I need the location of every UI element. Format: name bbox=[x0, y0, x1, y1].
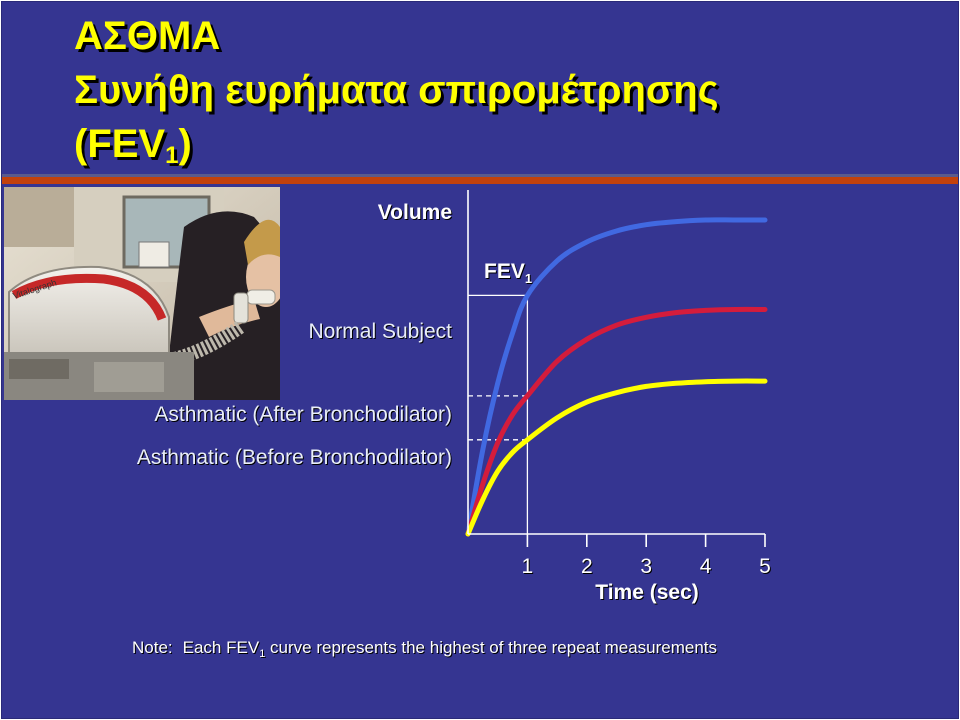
series-line-0 bbox=[465, 217, 768, 537]
x-tick-label-5: 5 bbox=[759, 555, 771, 578]
footnote-text-before: Each FEV bbox=[182, 638, 260, 657]
title-fev-suffix: ) bbox=[178, 122, 192, 166]
footnote-prefix: Note: bbox=[132, 638, 173, 657]
fev1-annotation-main: FEV bbox=[484, 260, 525, 283]
series-label-normal: Normal Subject bbox=[308, 320, 452, 343]
title-fev-prefix: (FEV bbox=[74, 122, 166, 166]
slide-subtitle: Συνήθη ευρήματα σπιρομέτρησης bbox=[74, 68, 719, 112]
x-tick-label-4: 4 bbox=[699, 555, 712, 578]
series-line-2 bbox=[465, 378, 768, 537]
fev1-annotation: FEV1 bbox=[484, 260, 532, 286]
title-separator bbox=[2, 174, 958, 184]
footnote-sub: 1 bbox=[259, 648, 266, 660]
title-fev-sub: 1 bbox=[165, 142, 179, 169]
fev1-annotation-sub: 1 bbox=[524, 271, 533, 286]
x-tick-label-2: 2 bbox=[580, 555, 593, 578]
x-tick-label-1: 1 bbox=[521, 555, 534, 578]
series-label-after: Asthmatic (After Bronchodilator) bbox=[154, 403, 452, 426]
series-line-1 bbox=[465, 306, 768, 537]
y-axis-title: Volume bbox=[377, 201, 452, 224]
series-label-before: Asthmatic (Before Bronchodilator) bbox=[136, 446, 452, 469]
footnote: Note: Each FEV1 curve represents the high… bbox=[132, 638, 717, 660]
x-axis-title: Time (sec) bbox=[595, 581, 699, 604]
slide-title: ΑΣΘΜΑ bbox=[74, 14, 221, 58]
x-tick-label-3: 3 bbox=[640, 555, 653, 578]
slide-subtitle-fev1: (FEV1) bbox=[74, 122, 192, 178]
footnote-text-after: curve represents the highest of three re… bbox=[270, 638, 718, 657]
spirometry-photo: Vitalograph bbox=[4, 187, 280, 400]
